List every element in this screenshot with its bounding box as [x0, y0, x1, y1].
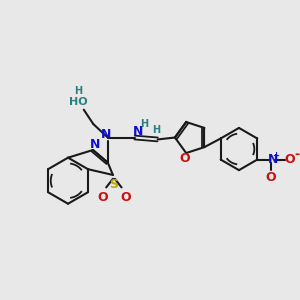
Text: HO: HO [69, 97, 87, 107]
Text: H: H [152, 125, 160, 135]
Text: +: + [272, 151, 279, 160]
Text: N: N [100, 128, 111, 141]
Text: H: H [140, 119, 148, 129]
Text: H: H [74, 85, 82, 95]
Text: N: N [267, 153, 278, 166]
Text: O: O [285, 153, 295, 166]
Text: O: O [266, 171, 276, 184]
Text: -: - [294, 148, 299, 161]
Text: N: N [133, 125, 144, 138]
Text: O: O [120, 190, 131, 203]
Text: N: N [90, 138, 100, 151]
Text: O: O [179, 152, 190, 165]
Text: O: O [97, 190, 108, 203]
Text: S: S [110, 178, 118, 191]
